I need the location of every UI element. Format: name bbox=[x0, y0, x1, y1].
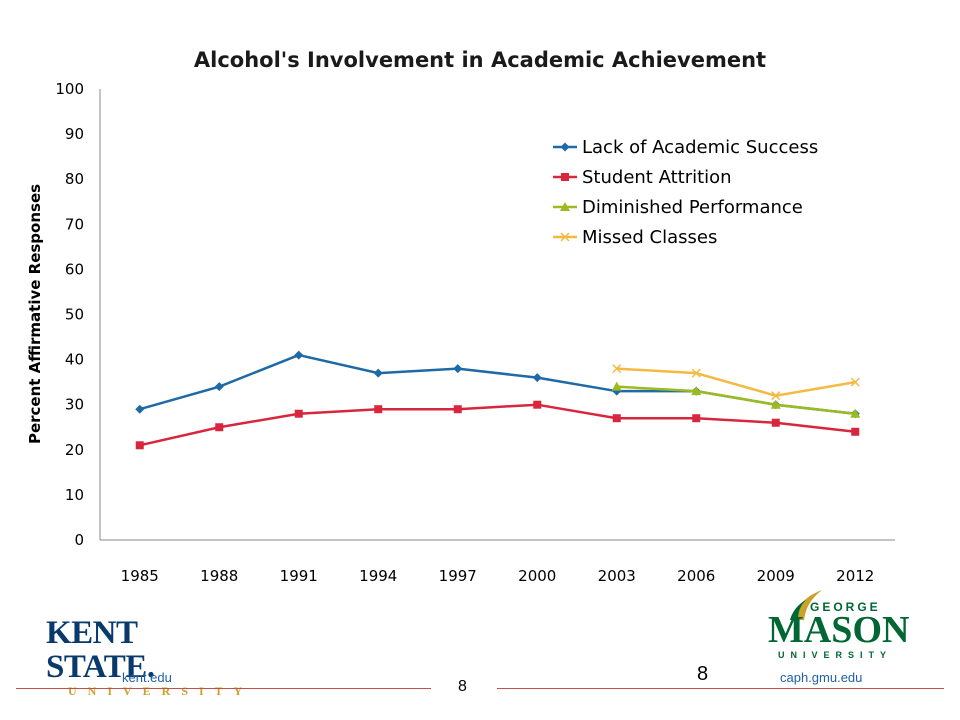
series-missed-classes bbox=[612, 364, 860, 401]
y-tick-label: 50 bbox=[65, 306, 84, 324]
data-point bbox=[135, 441, 144, 450]
data-point bbox=[214, 382, 224, 392]
series-line bbox=[139, 403, 856, 447]
series-student-attrition bbox=[135, 400, 860, 450]
y-tick-label: 70 bbox=[65, 215, 84, 233]
y-tick-label: 20 bbox=[65, 441, 84, 459]
gmu-logo-sub: UNIVERSITY bbox=[778, 650, 893, 660]
legend-label: Student Attrition bbox=[582, 167, 732, 188]
data-point bbox=[532, 373, 542, 383]
data-point bbox=[612, 414, 621, 423]
x-tick-label: 2003 bbox=[598, 567, 636, 585]
data-point bbox=[850, 377, 860, 387]
y-ticks: 0 10 20 30 40 50 60 70 80 90 100 bbox=[55, 80, 84, 549]
legend-label: Lack of Academic Success bbox=[582, 137, 818, 158]
y-tick-label: 40 bbox=[65, 351, 84, 369]
data-point bbox=[850, 408, 861, 418]
legend-marker bbox=[560, 232, 570, 242]
data-point bbox=[453, 405, 462, 414]
legend-item: Student Attrition bbox=[553, 167, 732, 188]
data-point bbox=[691, 386, 702, 396]
x-tick-label: 1991 bbox=[280, 567, 318, 585]
gmu-flame-icon bbox=[790, 590, 822, 620]
legend-item: Missed Classes bbox=[553, 227, 717, 248]
george-mason-logo: GEORGE MASON UNIVERSITY bbox=[766, 588, 909, 666]
chart: Alcohol's Involvement in Academic Achiev… bbox=[26, 48, 895, 585]
gmu-url-link[interactable]: caph.gmu.edu bbox=[780, 670, 863, 685]
legend-item: Lack of Academic Success bbox=[553, 137, 818, 158]
data-point bbox=[374, 405, 383, 414]
y-tick-label: 80 bbox=[65, 170, 84, 188]
x-tick-label: 1985 bbox=[121, 567, 159, 585]
series-line bbox=[616, 385, 856, 415]
data-point bbox=[770, 399, 781, 409]
data-point bbox=[691, 368, 701, 378]
y-tick-label: 60 bbox=[65, 260, 84, 278]
data-point bbox=[135, 404, 145, 414]
legend-label: Missed Classes bbox=[582, 227, 717, 248]
x-tick-label: 2006 bbox=[677, 567, 715, 585]
data-point bbox=[373, 368, 383, 378]
x-tick-label: 1997 bbox=[439, 567, 477, 585]
y-tick-label: 90 bbox=[65, 125, 84, 143]
gmu-logo-main: MASON bbox=[768, 609, 910, 651]
data-point bbox=[533, 400, 542, 409]
x-tick-label: 2012 bbox=[836, 567, 874, 585]
series-line bbox=[616, 367, 856, 397]
series-diminished-performance bbox=[611, 381, 861, 418]
footer-divider-right bbox=[497, 688, 944, 689]
y-tick-label: 10 bbox=[65, 486, 84, 504]
data-point bbox=[215, 423, 224, 432]
x-ticks: 1985 1988 1991 1994 1997 2000 2003 2006 2009 2012 bbox=[121, 567, 875, 585]
data-point bbox=[692, 414, 701, 423]
y-axis-label: Percent Affirmative Responses bbox=[26, 184, 44, 444]
kent-url-link[interactable]: kent.edu bbox=[122, 670, 172, 685]
y-tick-label: 0 bbox=[74, 531, 84, 549]
chart-title: Alcohol's Involvement in Academic Achiev… bbox=[194, 48, 766, 72]
data-point bbox=[771, 418, 780, 427]
data-point bbox=[612, 364, 622, 374]
series-group bbox=[135, 350, 861, 450]
y-tick-label: 100 bbox=[55, 80, 84, 98]
y-tick-label: 30 bbox=[65, 396, 84, 414]
legend-label: Diminished Performance bbox=[582, 197, 803, 218]
legend-marker bbox=[561, 173, 569, 181]
x-tick-label: 1988 bbox=[200, 567, 238, 585]
x-tick-label: 1994 bbox=[359, 567, 397, 585]
x-tick-label: 2009 bbox=[757, 567, 795, 585]
slide-number-large: 8 bbox=[697, 663, 709, 685]
kent-state-logo: KENT STATE. UNIVERSITY bbox=[46, 615, 254, 699]
legend-marker bbox=[560, 202, 570, 211]
kent-state-logo-main: KENT STATE. bbox=[46, 615, 155, 685]
x-tick-label: 2000 bbox=[518, 567, 556, 585]
data-point bbox=[294, 350, 304, 360]
series-line bbox=[139, 353, 856, 415]
legend-marker bbox=[560, 142, 570, 152]
kent-state-logo-sub: UNIVERSITY bbox=[68, 684, 254, 698]
data-point bbox=[294, 409, 303, 418]
gmu-logo-top: GEORGE bbox=[810, 600, 881, 614]
data-point bbox=[611, 381, 622, 391]
footer-divider-left bbox=[16, 688, 431, 689]
slide-number: 8 bbox=[458, 678, 467, 695]
data-point bbox=[851, 427, 860, 436]
data-point bbox=[771, 391, 781, 401]
data-point bbox=[453, 364, 463, 374]
legend-item: Diminished Performance bbox=[553, 197, 803, 218]
legend: Lack of Academic Success Student Attritio… bbox=[553, 137, 818, 248]
